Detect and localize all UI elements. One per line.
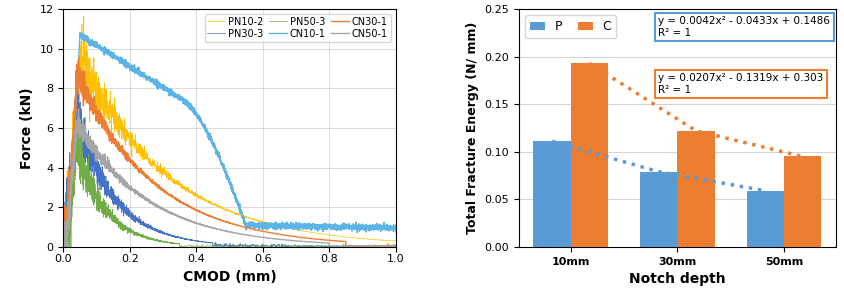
CN50-1 <box>227 231 237 234</box>
PN30-3 <box>58 210 68 214</box>
Legend: P, C: P, C <box>525 15 616 38</box>
PN10-2 <box>320 233 330 236</box>
PN50-3 <box>70 114 80 117</box>
CN10-1 <box>349 225 359 229</box>
CN30-1 <box>201 213 211 216</box>
Text: y = 0.0207x² - 0.1319x + 0.303
R² = 1: y = 0.0207x² - 0.1319x + 0.303 R² = 1 <box>658 73 824 95</box>
CN30-1 <box>176 200 187 203</box>
CN10-1 <box>186 102 196 106</box>
PN30-3 <box>150 228 160 232</box>
CN30-1 <box>73 56 84 60</box>
CN50-1 <box>58 245 68 249</box>
PN50-3 <box>391 244 401 248</box>
CN50-1 <box>305 240 315 244</box>
PN30-3 <box>391 245 401 249</box>
Line: CN30-1: CN30-1 <box>63 58 396 247</box>
CN10-1 <box>391 228 401 231</box>
X-axis label: Notch depth: Notch depth <box>629 272 726 286</box>
PN10-2 <box>220 208 230 211</box>
CN50-1 <box>316 241 327 244</box>
Bar <box>747 191 784 247</box>
PN30-3 <box>58 245 68 249</box>
CN10-1 <box>116 57 126 61</box>
PN50-3 <box>126 228 136 232</box>
PN10-2 <box>78 14 89 18</box>
CN10-1 <box>200 123 210 126</box>
PN10-2 <box>391 239 401 243</box>
PN50-3 <box>69 168 79 172</box>
Bar <box>533 141 571 247</box>
PN50-3 <box>58 242 68 245</box>
CN10-1 <box>96 46 106 50</box>
CN30-1 <box>307 237 317 240</box>
PN30-3 <box>155 228 165 232</box>
PN30-3 <box>371 245 381 248</box>
Y-axis label: Total Fracture Energy (N/ mm): Total Fracture Energy (N/ mm) <box>466 22 479 234</box>
CN50-1 <box>331 244 341 247</box>
PN50-3 <box>58 245 68 249</box>
CN10-1 <box>75 31 85 34</box>
Bar <box>640 172 677 247</box>
CN30-1 <box>58 245 68 249</box>
Bar <box>677 131 715 247</box>
PN10-2 <box>58 245 68 249</box>
Text: y = 0.0042x² - 0.0433x + 0.1486
R² = 1: y = 0.0042x² - 0.0433x + 0.1486 R² = 1 <box>658 16 830 38</box>
PN50-3 <box>76 139 86 143</box>
PN10-2 <box>381 239 392 242</box>
PN30-3 <box>370 244 380 248</box>
CN10-1 <box>384 226 394 229</box>
PN50-3 <box>123 226 133 229</box>
Y-axis label: Force (kN): Force (kN) <box>20 87 34 169</box>
CN30-1 <box>250 228 260 231</box>
CN30-1 <box>391 245 401 248</box>
PN30-3 <box>235 244 246 247</box>
CN50-1 <box>391 245 401 248</box>
PN30-3 <box>68 168 78 172</box>
CN10-1 <box>58 245 68 249</box>
PN50-3 <box>120 226 130 230</box>
CN30-1 <box>319 238 329 242</box>
Line: PN30-3: PN30-3 <box>63 82 396 247</box>
Legend: PN10-2, PN30-3, PN50-3, CN10-1, CN30-1, CN50-1: PN10-2, PN30-3, PN50-3, CN10-1, CN30-1, … <box>204 14 391 42</box>
PN10-2 <box>381 239 392 242</box>
Bar <box>571 63 608 247</box>
Bar <box>784 157 821 247</box>
CN50-1 <box>64 201 74 205</box>
CN50-1 <box>176 215 186 219</box>
Line: CN10-1: CN10-1 <box>63 33 396 247</box>
PN10-2 <box>211 203 221 207</box>
X-axis label: CMOD (mm): CMOD (mm) <box>182 270 276 284</box>
PN50-3 <box>141 237 151 240</box>
PN30-3 <box>73 80 83 84</box>
Line: CN50-1: CN50-1 <box>63 109 396 247</box>
Line: PN50-3: PN50-3 <box>63 116 396 247</box>
PN10-2 <box>58 218 68 221</box>
PN10-2 <box>75 45 85 48</box>
Line: PN10-2: PN10-2 <box>63 16 396 247</box>
CN50-1 <box>73 107 84 111</box>
CN30-1 <box>387 245 398 248</box>
